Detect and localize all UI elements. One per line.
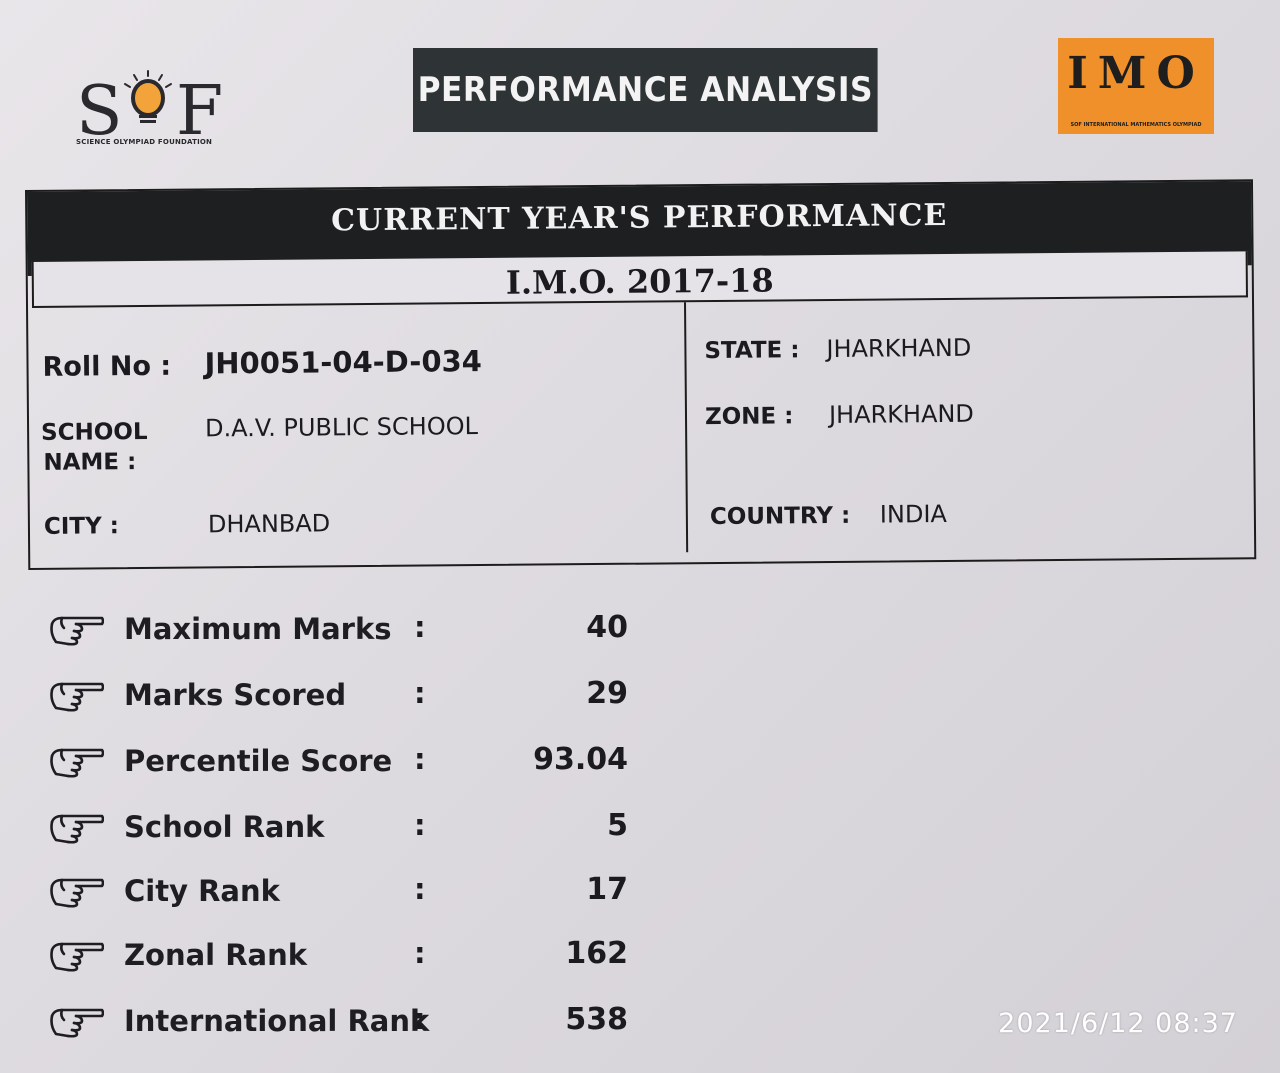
stat-label: City Rank — [124, 874, 280, 908]
pointing-hand-icon — [50, 878, 104, 908]
stat-label: School Rank — [124, 810, 325, 844]
imo-logo-text: IMO — [1067, 48, 1205, 99]
roll-no-label: Roll No : — [42, 350, 172, 383]
stat-colon: : — [414, 936, 426, 970]
stat-row-city-rank: City Rank : 17 — [48, 868, 628, 918]
zone-label: ZONE : — [704, 403, 794, 431]
imo-logo-subtitle: SOF INTERNATIONAL MATHEMATICS OLYMPIAD — [1070, 122, 1202, 128]
stat-row-zonal-rank: Zonal Rank : 162 — [48, 932, 628, 982]
stat-value: 538 — [565, 1002, 628, 1037]
stat-value: 40 — [586, 610, 628, 645]
stat-label: International Rank — [124, 1004, 430, 1038]
city-label: CITY : — [43, 513, 120, 540]
stat-value: 162 — [565, 936, 628, 971]
pointing-hand-icon — [50, 616, 104, 646]
country-label: COUNTRY : — [709, 502, 851, 531]
pointing-hand-icon — [50, 748, 104, 778]
stat-colon: : — [414, 1002, 426, 1036]
school-name-value: D.A.V. PUBLIC SCHOOL — [204, 412, 479, 443]
pointing-hand-icon — [50, 814, 104, 844]
stat-row-international-rank: International Rank : 538 — [48, 998, 628, 1048]
stat-value: 93.04 — [533, 742, 628, 777]
stat-colon: : — [414, 808, 426, 842]
stat-colon: : — [414, 610, 426, 644]
pointing-hand-icon — [50, 942, 104, 972]
stat-colon: : — [414, 742, 426, 776]
stat-row-marks-scored: Marks Scored : 29 — [48, 672, 628, 722]
stat-row-maximum-marks: Maximum Marks : 40 — [48, 606, 628, 656]
stat-label: Maximum Marks — [124, 612, 392, 646]
stat-value: 5 — [607, 808, 628, 843]
imo-logo: IMO SOF INTERNATIONAL MATHEMATICS OLYMPI… — [1058, 38, 1214, 134]
stat-colon: : — [414, 872, 426, 906]
state-label: STATE : — [704, 337, 800, 365]
stat-colon: : — [414, 676, 426, 710]
stat-label: Zonal Rank — [124, 938, 308, 972]
sof-logo: S F SCIENCE OLYMPIAD FOUNDATION — [72, 50, 232, 155]
school-name-label-line1: SCHOOL — [41, 418, 148, 446]
photo-timestamp: 2021/6/12 08:37 — [998, 1008, 1238, 1039]
stat-value: 17 — [586, 872, 628, 907]
school-name-label-line2: NAME : — [43, 449, 137, 476]
stat-value: 29 — [586, 676, 628, 711]
exam-bar: I.M.O. 2017-18 — [31, 251, 1248, 308]
column-divider — [684, 302, 689, 553]
pointing-hand-icon — [50, 682, 104, 712]
pointing-hand-icon — [50, 1008, 104, 1038]
sof-logo-letter-s: S — [76, 72, 123, 151]
sof-logo-subtitle: SCIENCE OLYMPIAD FOUNDATION — [76, 138, 213, 146]
stat-label: Marks Scored — [124, 678, 347, 712]
exam-title: I.M.O. 2017-18 — [505, 261, 774, 302]
stat-row-school-rank: School Rank : 5 — [48, 804, 628, 854]
stat-row-percentile-score: Percentile Score : 93.04 — [48, 738, 628, 788]
performance-analysis-banner: PERFORMANCE ANALYSIS — [413, 48, 878, 132]
state-value: JHARKHAND — [826, 333, 972, 364]
performance-heading: CURRENT YEAR'S PERFORMANCE — [331, 197, 948, 239]
zone-value: JHARKHAND — [828, 399, 974, 429]
roll-no-value: JH0051-04-D-034 — [204, 344, 483, 381]
country-value: INDIA — [879, 499, 947, 529]
stat-label: Percentile Score — [124, 744, 393, 778]
lightbulb-icon — [124, 70, 172, 123]
current-year-performance-box: CURRENT YEAR'S PERFORMANCE I.M.O. 2017-1… — [25, 179, 1257, 570]
sof-logo-letter-f: F — [176, 72, 224, 151]
city-value: DHANBAD — [207, 509, 331, 539]
